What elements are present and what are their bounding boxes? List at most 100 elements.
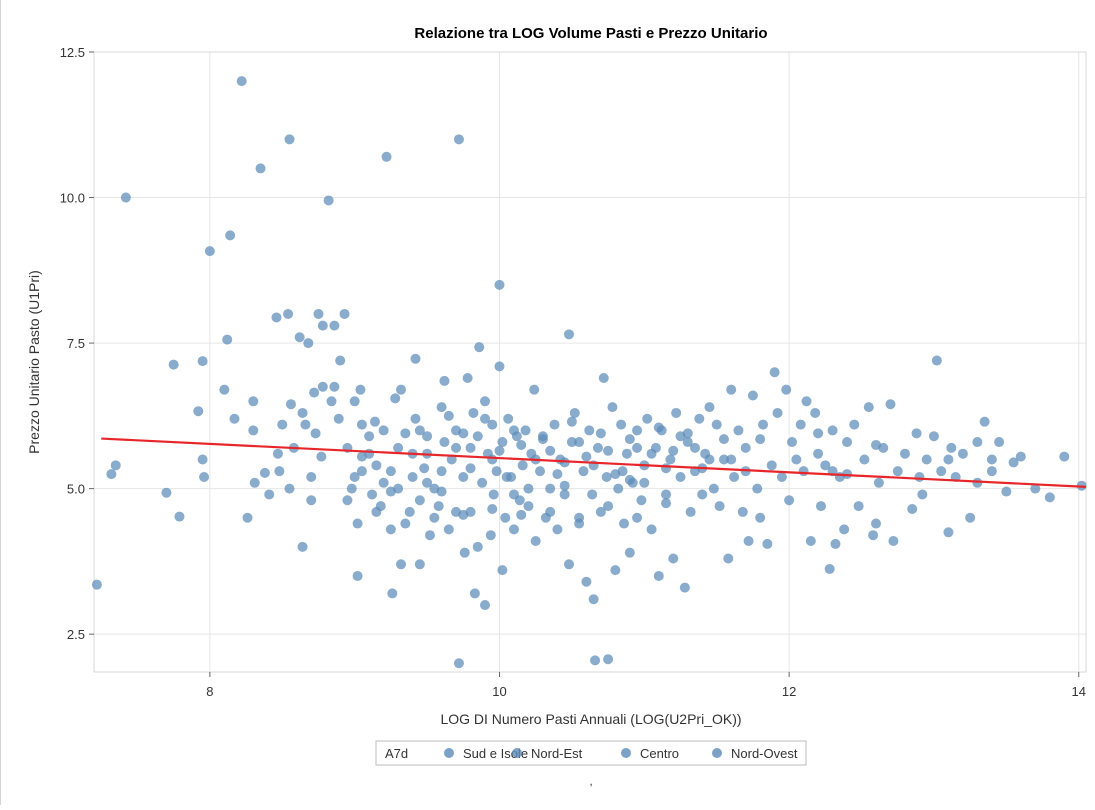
scatter-point	[422, 431, 433, 442]
scatter-point	[472, 541, 483, 552]
scatter-point	[537, 434, 548, 445]
scatter-point	[574, 437, 585, 448]
scatter-point	[795, 419, 806, 430]
scatter-point	[356, 419, 367, 430]
scatter-point	[813, 428, 824, 439]
scatter-point	[414, 495, 425, 506]
scatter-point	[595, 506, 606, 517]
scatter-point	[613, 483, 624, 494]
scatter-point	[755, 434, 766, 445]
scatter-point	[839, 524, 850, 535]
scatter-point	[297, 407, 308, 418]
legend: A7d Sud e Isole Nord-Est Centro Nord-Ovest	[375, 740, 807, 766]
scatter-point	[871, 439, 882, 450]
scatter-point	[529, 384, 540, 395]
scatter-point	[661, 463, 672, 474]
scatter-point	[726, 384, 737, 395]
scatter-point	[199, 471, 210, 482]
scatter-point	[603, 654, 614, 665]
scatter-point	[523, 501, 534, 512]
x-tick-label: 8	[206, 684, 213, 699]
scatter-point	[477, 477, 488, 488]
x-axis-label: LOG DI Numero Pasti Annuali (LOG(U2Pri_O…	[440, 711, 741, 727]
scatter-point	[494, 361, 505, 372]
legend-marker	[512, 748, 522, 758]
scatter-point	[791, 454, 802, 465]
scatter-point	[755, 512, 766, 523]
scatter-point	[636, 495, 647, 506]
scatter-point	[355, 384, 366, 395]
scatter-point	[584, 425, 595, 436]
scatter-point	[465, 463, 476, 474]
scatter-point	[675, 471, 686, 482]
scatter-point	[784, 495, 795, 506]
y-tick-label: 2.5	[67, 627, 85, 642]
scatter-point	[297, 541, 308, 552]
scatter-point	[694, 413, 705, 424]
scatter-point	[161, 487, 172, 498]
scatter-point	[313, 308, 324, 319]
scatter-point	[624, 474, 635, 485]
scatter-point	[733, 425, 744, 436]
scatter-point	[943, 527, 954, 538]
scatter-point	[661, 498, 672, 509]
scatter-point	[616, 419, 627, 430]
scatter-point	[414, 425, 425, 436]
scatter-point	[458, 471, 469, 482]
legend-label: Nord-Ovest	[731, 746, 798, 761]
scatter-point	[552, 469, 563, 480]
scatter-point	[485, 530, 496, 541]
scatter-point	[772, 407, 783, 418]
scatter-point	[566, 437, 577, 448]
scatter-point	[868, 530, 879, 541]
scatter-point	[410, 353, 421, 364]
scatter-point	[743, 536, 754, 547]
scatter-point	[488, 489, 499, 500]
scatter-point	[545, 506, 556, 517]
scatter-point	[317, 320, 328, 331]
scatter-point	[487, 419, 498, 430]
scatter-point	[371, 460, 382, 471]
scatter-point	[443, 524, 454, 535]
scatter-point	[871, 518, 882, 529]
x-tick-label: 10	[492, 684, 506, 699]
scatter-point	[469, 588, 480, 599]
scatter-point	[249, 477, 260, 488]
scatter-point	[352, 570, 363, 581]
scatter-point	[624, 547, 635, 558]
scatter-point	[776, 471, 787, 482]
scatter-point	[204, 246, 215, 257]
scatter-point	[530, 536, 541, 547]
scatter-point	[474, 342, 485, 353]
scatter-point	[965, 512, 976, 523]
scatter-point	[422, 477, 433, 488]
scatter-point	[453, 134, 464, 145]
scatter-point	[306, 471, 317, 482]
scatter-point	[810, 407, 821, 418]
scatter-point	[396, 559, 407, 570]
scatter-point	[752, 483, 763, 494]
scatter-point	[740, 442, 751, 453]
scatter-point	[309, 387, 320, 398]
scatter-point	[911, 428, 922, 439]
y-axis-label: Prezzo Unitario Pasto (U1Pri)	[26, 270, 42, 454]
y-tick-label: 12.5	[60, 45, 85, 60]
scatter-point	[356, 466, 367, 477]
scatter-point	[497, 437, 508, 448]
scatter-point	[813, 448, 824, 459]
scatter-point	[842, 437, 853, 448]
plot-area	[93, 51, 1087, 673]
scatter-point	[503, 413, 514, 424]
scatter-point	[419, 463, 430, 474]
scatter-point	[632, 442, 643, 453]
scatter-point	[766, 460, 777, 471]
scatter-point	[621, 448, 632, 459]
scatter-point	[769, 367, 780, 378]
scatter-point	[718, 454, 729, 465]
y-axis-ticks: 2.5 5.0 7.5 10.0 12.5	[60, 45, 94, 642]
scatter-point	[264, 489, 275, 500]
scatter-point	[393, 442, 404, 453]
trend-line-group	[101, 437, 1087, 488]
scatter-point	[248, 425, 259, 436]
